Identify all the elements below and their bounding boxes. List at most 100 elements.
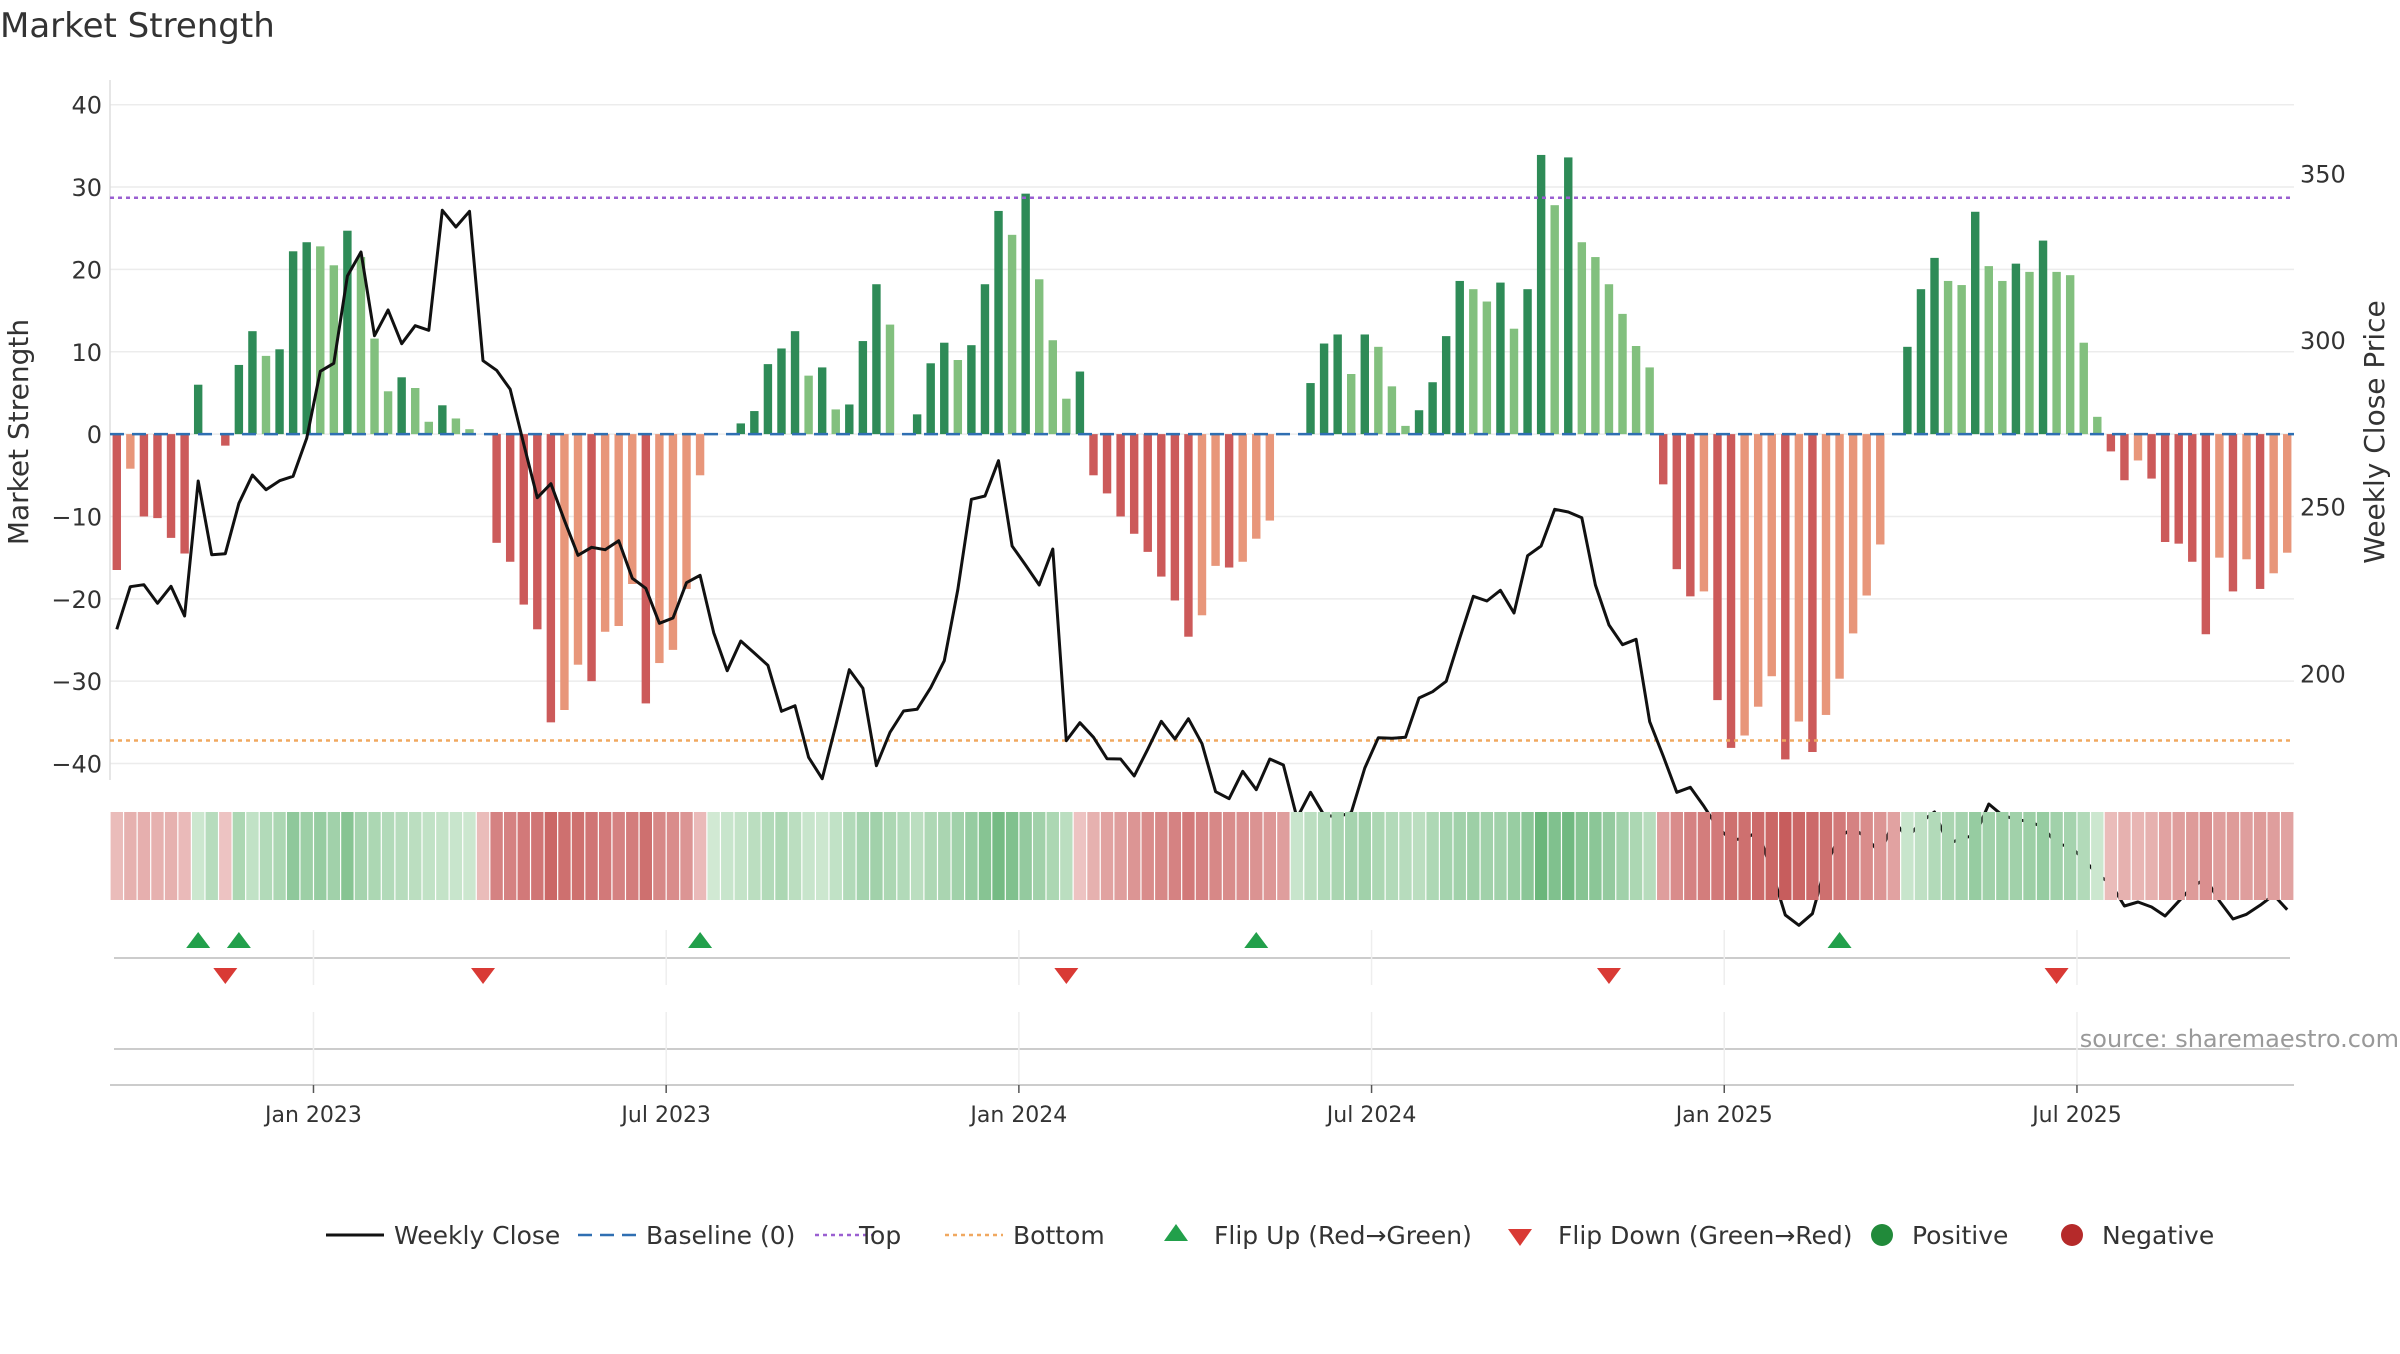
heat-strip-cell: [1480, 812, 1494, 900]
heat-strip-cell: [883, 812, 897, 900]
strength-bar: [1306, 383, 1315, 435]
flip-down-marker: [213, 968, 238, 984]
heat-strip-cell: [1195, 812, 1209, 900]
heat-strip-cell: [2063, 812, 2077, 900]
legend-label: Baseline (0): [646, 1221, 795, 1250]
heat-strip-cell: [1874, 812, 1887, 900]
legend-layer: Weekly Close Baseline (0) Top Bottom Flip Up…: [326, 1221, 2214, 1250]
heat-strip-cell: [1616, 812, 1629, 900]
strength-bar: [370, 338, 379, 435]
heat-strip-cell: [2253, 812, 2267, 900]
strength-bar: [1604, 284, 1614, 435]
heat-strip-cell: [693, 812, 707, 900]
strength-bar: [1374, 346, 1383, 435]
heat-strip-cell: [1209, 812, 1222, 900]
flip-down-marker: [2044, 968, 2069, 984]
heat-strip-cell: [110, 812, 123, 900]
heat-strip-cell: [2267, 812, 2280, 900]
strength-bar: [750, 411, 759, 435]
strength-bar: [546, 434, 556, 723]
heat-strip-cell: [2281, 812, 2294, 900]
legend-label: Positive: [1912, 1221, 2008, 1250]
flip-markers-layer: [114, 930, 2290, 1085]
strength-bar: [953, 360, 963, 435]
heat-strip-cell: [381, 812, 395, 900]
heat-strip-cell: [517, 812, 530, 900]
strength-bar: [193, 384, 203, 435]
heat-strip-cell: [1996, 812, 2009, 900]
strength-bar: [1821, 434, 1831, 715]
strength-bar: [1523, 289, 1532, 435]
strength-bar: [1401, 425, 1410, 435]
strength-bar: [2269, 434, 2278, 574]
strength-bar: [248, 331, 257, 435]
strength-bar: [1509, 328, 1519, 435]
heat-strip-cell: [1222, 812, 1236, 900]
strength-bar: [356, 257, 366, 435]
strength-bar: [2188, 434, 2197, 562]
heat-strip-cell: [1372, 812, 1385, 900]
heat-strip-cell: [1684, 812, 1697, 900]
strength-bar: [560, 434, 569, 710]
heat-strip-cell: [1806, 812, 1819, 900]
strength-bar: [1564, 157, 1573, 435]
heat-strip-cell: [734, 812, 747, 900]
strength-bar: [1767, 434, 1776, 677]
strength-bar: [1835, 434, 1844, 679]
strength-bar: [1102, 434, 1112, 494]
heat-strip-cell: [463, 812, 476, 900]
heat-strip-cell: [341, 812, 354, 900]
strength-bar: [1876, 434, 1885, 545]
strength-bar: [777, 348, 786, 435]
strength-bar: [180, 434, 189, 554]
heat-strip-cell: [1887, 812, 1901, 900]
strength-bar: [1916, 289, 1926, 435]
y-tick-left: 10: [71, 339, 102, 367]
heat-strip-cell: [598, 812, 612, 900]
strength-bar: [1591, 257, 1600, 435]
heat-strip-cell: [992, 812, 1005, 900]
strength-bar: [519, 434, 528, 605]
heat-strip-cell: [2050, 812, 2063, 900]
chart-title: Market Strength: [0, 6, 275, 46]
strength-bar: [994, 210, 1003, 435]
heat-strip-cell: [1494, 812, 1507, 900]
strength-bar: [1903, 346, 1912, 435]
heat-strip-cell: [300, 812, 313, 900]
heat-strip-cell: [965, 812, 978, 900]
heat-strip-cell: [1467, 812, 1480, 900]
strength-bar: [1740, 434, 1749, 736]
strength-bar: [316, 246, 325, 435]
strength-bar: [804, 375, 813, 435]
heat-strip-cell: [1711, 812, 1724, 900]
strength-bar: [1333, 334, 1342, 435]
strength-bar: [2160, 434, 2170, 542]
strength-bar: [505, 434, 515, 562]
strength-bar: [1699, 434, 1709, 592]
strength-bar: [2147, 434, 2156, 479]
heat-strip-cell: [1955, 812, 1968, 900]
flip-up-marker: [1244, 932, 1269, 948]
heat-strip-cell: [653, 812, 666, 900]
heat-strip-cell: [1697, 812, 1711, 900]
strength-bar: [1984, 266, 1993, 435]
strength-bar: [438, 405, 447, 435]
heat-strip-cell: [1941, 812, 1955, 900]
heat-strip-cell: [721, 812, 734, 900]
strength-bar: [153, 434, 162, 519]
heat-strip-cell: [246, 812, 259, 900]
strength-bar: [1577, 242, 1587, 435]
heat-strip-cell: [1127, 812, 1141, 900]
heat-strip-cell: [2104, 812, 2118, 900]
strength-bar: [2242, 434, 2251, 560]
strength-bar: [682, 434, 691, 589]
heat-strip-cell: [2213, 812, 2226, 900]
heat-strip-cell: [829, 812, 842, 900]
strength-bar: [573, 434, 583, 665]
heat-strip-cell: [1792, 812, 1806, 900]
heat-strip-cell: [788, 812, 802, 900]
bars-layer: [112, 154, 2292, 760]
heat-strip-cell: [2023, 812, 2036, 900]
strength-bar: [1347, 374, 1356, 435]
strength-bar: [2120, 434, 2129, 481]
